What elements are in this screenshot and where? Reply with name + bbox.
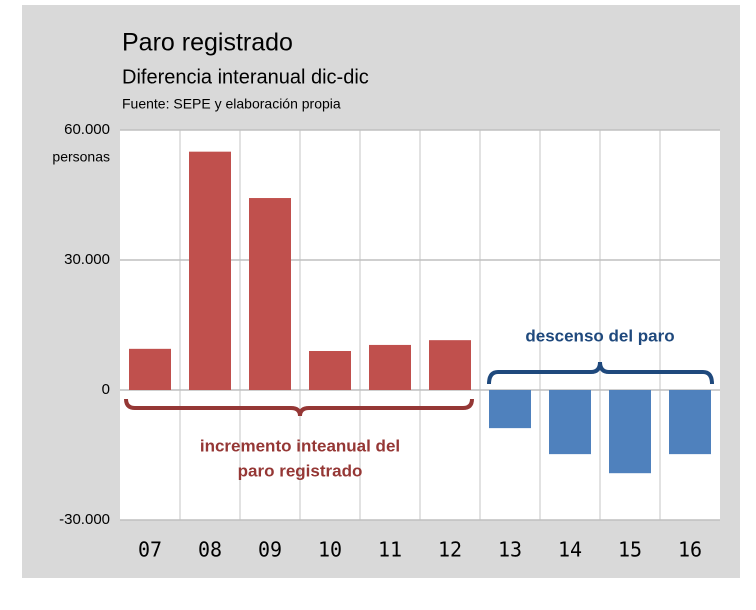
- bar: [669, 390, 711, 455]
- x-tick-label: 14: [558, 538, 582, 562]
- bar: [549, 390, 591, 455]
- bar: [189, 151, 231, 390]
- bar: [249, 198, 291, 390]
- bar: [309, 351, 351, 390]
- increase-annotation: incremento inteanual del: [200, 436, 400, 455]
- plot: -30.000 0 30.000 60.000 07 08 09 10 11 12 13 14 15 16: [59, 121, 720, 562]
- increase-brace: [124, 398, 474, 417]
- decrease-brace: [487, 361, 714, 385]
- x-tick-label: 10: [318, 538, 342, 562]
- bar: [129, 348, 171, 390]
- x-tick-label: 09: [258, 538, 282, 562]
- bar: [369, 344, 411, 390]
- chart-title: Paro registrado: [122, 29, 293, 57]
- bar: [429, 340, 471, 390]
- bar: [489, 390, 531, 429]
- x-tick-label: 12: [438, 538, 462, 562]
- decrease-annotation: descenso del paro: [525, 326, 674, 345]
- increase-annotation: paro registrado: [238, 461, 363, 480]
- y-axis-label: personas: [52, 149, 110, 165]
- chart-subtitle: Diferencia interanual dic-dic: [122, 66, 369, 88]
- y-tick-label: 0: [102, 381, 110, 398]
- y-tick-label: -30.000: [59, 511, 110, 528]
- chart-source: Fuente: SEPE y elaboración propia: [122, 96, 341, 112]
- y-tick-label: 30.000: [64, 251, 110, 268]
- x-tick-label: 08: [198, 538, 222, 562]
- x-tick-label: 11: [378, 538, 402, 562]
- bar: [609, 390, 651, 474]
- x-tick-label: 15: [618, 538, 642, 562]
- x-tick-label: 07: [138, 538, 162, 562]
- y-tick-label: 60.000: [64, 121, 110, 138]
- x-tick-label: 13: [498, 538, 522, 562]
- x-tick-label: 16: [678, 538, 702, 562]
